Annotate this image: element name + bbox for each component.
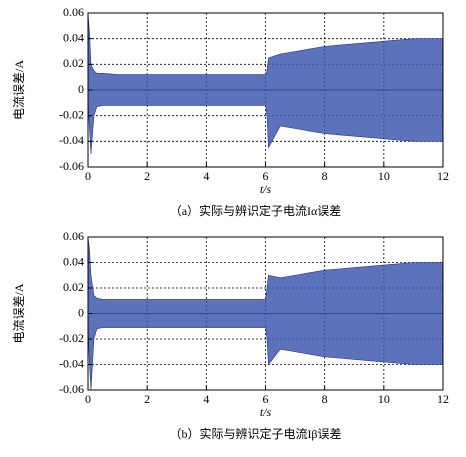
x-tick-label: 8 [322, 392, 328, 406]
y-tick-label: 0.04 [63, 254, 84, 268]
y-tick-label: -0.06 [59, 382, 84, 396]
error-envelope [87, 313, 444, 391]
error-envelope [87, 236, 444, 314]
error-envelope [87, 89, 444, 155]
y-axis-label: 电流误差/A [12, 283, 26, 343]
x-tick-label: 0 [85, 169, 91, 183]
y-tick-label: 0.02 [63, 56, 84, 70]
caption: （b）实际与辨识定子电流Iβ误差 [169, 426, 341, 441]
x-tick-label: 2 [144, 392, 150, 406]
y-tick-label: -0.04 [59, 356, 84, 370]
y-tick-label: -0.04 [59, 133, 84, 147]
x-tick-label: 8 [322, 169, 328, 183]
x-axis-label: t/s [260, 182, 272, 196]
y-tick-label: 0.06 [63, 5, 84, 19]
x-tick-label: 4 [203, 392, 209, 406]
y-tick-label: -0.06 [59, 159, 84, 173]
x-tick-label: 10 [378, 392, 390, 406]
y-tick-label: -0.02 [59, 331, 84, 345]
y-tick-label: 0.06 [63, 229, 84, 243]
y-tick-label: 0 [78, 82, 84, 96]
error-envelope [87, 12, 444, 91]
y-tick-label: 0.04 [63, 30, 84, 44]
y-tick-label: 0.02 [63, 280, 84, 294]
x-tick-label: 10 [378, 169, 390, 183]
x-axis-label: t/s [260, 405, 272, 419]
x-tick-label: 6 [263, 169, 269, 183]
x-tick-label: 12 [437, 169, 449, 183]
x-tick-label: 12 [437, 392, 449, 406]
x-tick-label: 0 [85, 392, 91, 406]
caption: （a）实际与辨识定子电流Iα误差 [170, 203, 342, 218]
y-tick-label: -0.02 [59, 107, 84, 121]
x-tick-label: 6 [263, 392, 269, 406]
x-tick-label: 4 [203, 169, 209, 183]
y-tick-label: 0 [78, 305, 84, 319]
x-tick-label: 2 [144, 169, 150, 183]
y-axis-label: 电流误差/A [12, 60, 26, 120]
